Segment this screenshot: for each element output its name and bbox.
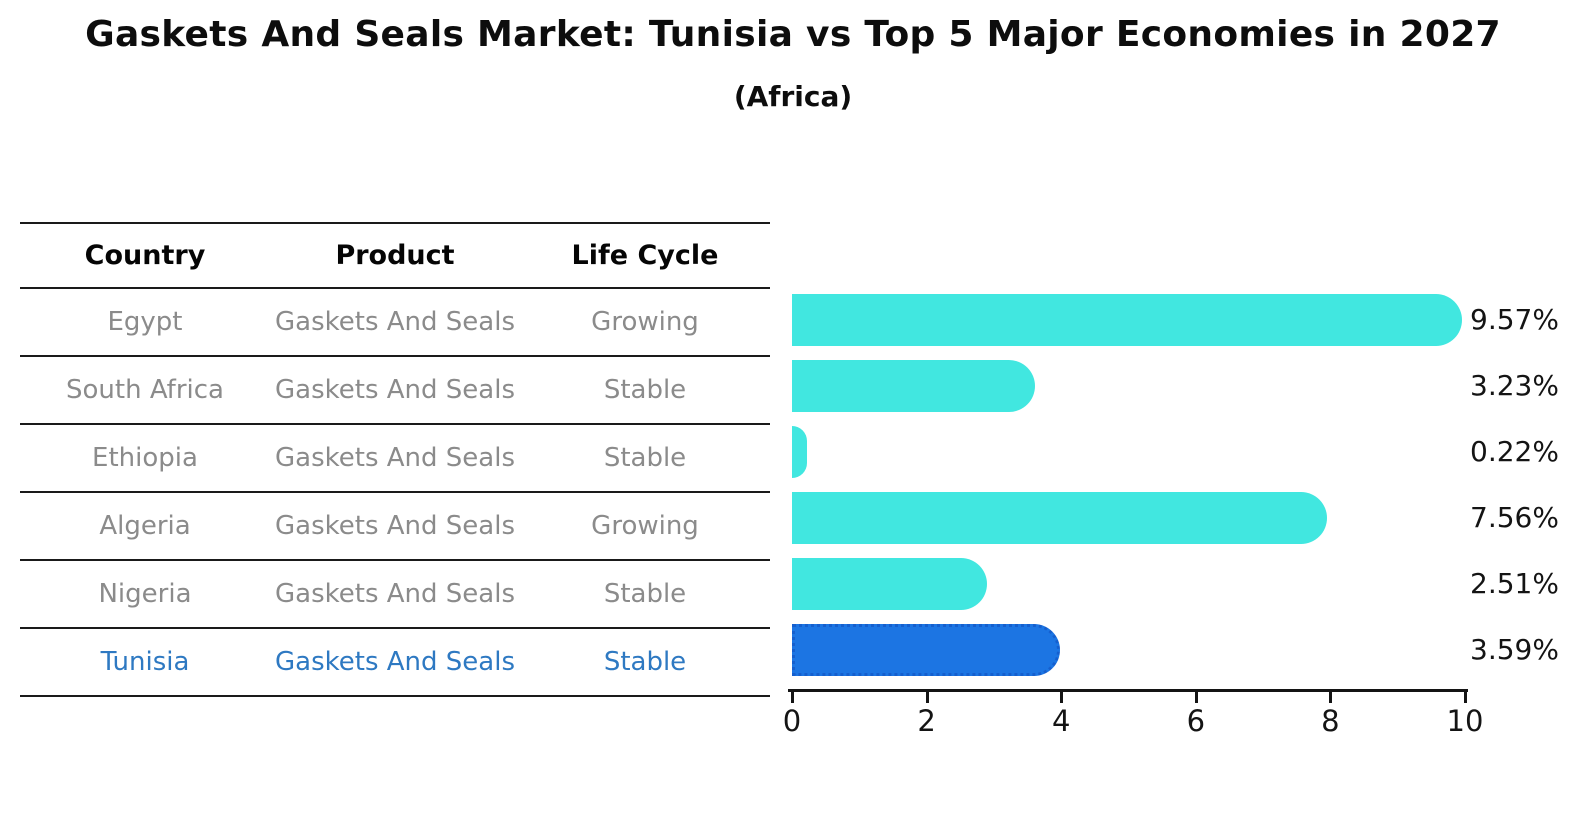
table-row-nigeria: Nigeria Gaskets And Seals Stable xyxy=(20,559,770,627)
x-tick xyxy=(791,692,794,703)
x-tick xyxy=(1194,692,1198,703)
table-row-ethiopia: Ethiopia Gaskets And Seals Stable xyxy=(20,423,770,491)
x-tick-label-4: 4 xyxy=(1051,704,1071,738)
x-tick xyxy=(1060,692,1064,703)
cell-product: Gaskets And Seals xyxy=(275,443,515,473)
page-title: Gaskets And Seals Market: Tunisia vs Top… xyxy=(85,14,1501,55)
x-tick-label-10: 10 xyxy=(1446,704,1484,738)
value-label-ethiopia: 0.22% xyxy=(1470,435,1559,468)
x-axis-line xyxy=(788,689,1468,692)
cell-country: Egypt xyxy=(107,307,183,337)
page-subtitle: (Africa) xyxy=(733,80,853,113)
cell-life-cycle: Stable xyxy=(603,647,687,677)
bar-egypt xyxy=(792,294,1462,346)
cell-country: Nigeria xyxy=(98,579,192,609)
x-tick-label-6: 6 xyxy=(1186,704,1206,738)
value-label-tunisia: 3.59% xyxy=(1470,633,1559,666)
table-row-algeria: Algeria Gaskets And Seals Growing xyxy=(20,491,770,559)
cell-product: Gaskets And Seals xyxy=(275,647,515,677)
x-tick xyxy=(925,692,929,703)
x-tick-label-0: 0 xyxy=(782,704,802,738)
cell-country: Tunisia xyxy=(100,647,190,677)
cell-product: Gaskets And Seals xyxy=(275,375,515,405)
cell-life-cycle: Stable xyxy=(603,375,687,405)
x-tick-label-8: 8 xyxy=(1321,704,1340,738)
table-row-south-africa: South Africa Gaskets And Seals Stable xyxy=(20,355,770,423)
cell-life-cycle: Growing xyxy=(591,307,699,337)
cell-life-cycle: Growing xyxy=(591,511,699,541)
table-header-country: Country xyxy=(84,240,206,271)
value-label-nigeria: 2.51% xyxy=(1470,567,1559,600)
cell-country: Algeria xyxy=(99,511,191,541)
cell-product: Gaskets And Seals xyxy=(275,511,515,541)
bar-tunisia xyxy=(792,624,1060,676)
value-label-south-africa: 3.23% xyxy=(1470,369,1559,402)
cell-country: Ethiopia xyxy=(92,443,198,473)
cell-product: Gaskets And Seals xyxy=(275,579,515,609)
table-header-product: Product xyxy=(335,240,455,271)
x-tick xyxy=(1329,692,1333,703)
bar-nigeria xyxy=(792,558,987,610)
cell-life-cycle: Stable xyxy=(603,579,687,609)
table-header-row: Country Product Life Cycle xyxy=(20,222,770,287)
value-label-algeria: 7.56% xyxy=(1470,501,1559,534)
x-tick xyxy=(1464,692,1467,703)
table-row-tunisia: Tunisia Gaskets And Seals Stable xyxy=(20,627,770,695)
cell-country: South Africa xyxy=(66,375,224,405)
bar-algeria xyxy=(792,492,1327,544)
x-tick-label-2: 2 xyxy=(917,704,936,738)
value-label-egypt: 9.57% xyxy=(1470,303,1559,336)
bar-south-africa xyxy=(792,360,1035,412)
table-header-life-cycle: Life Cycle xyxy=(571,240,719,271)
table-row-egypt: Egypt Gaskets And Seals Growing xyxy=(20,287,770,355)
country-table: Country Product Life Cycle Egypt Gaskets And… xyxy=(20,222,770,697)
cell-product: Gaskets And Seals xyxy=(275,307,515,337)
bar-ethiopia xyxy=(792,426,807,478)
cell-life-cycle: Stable xyxy=(603,443,687,473)
